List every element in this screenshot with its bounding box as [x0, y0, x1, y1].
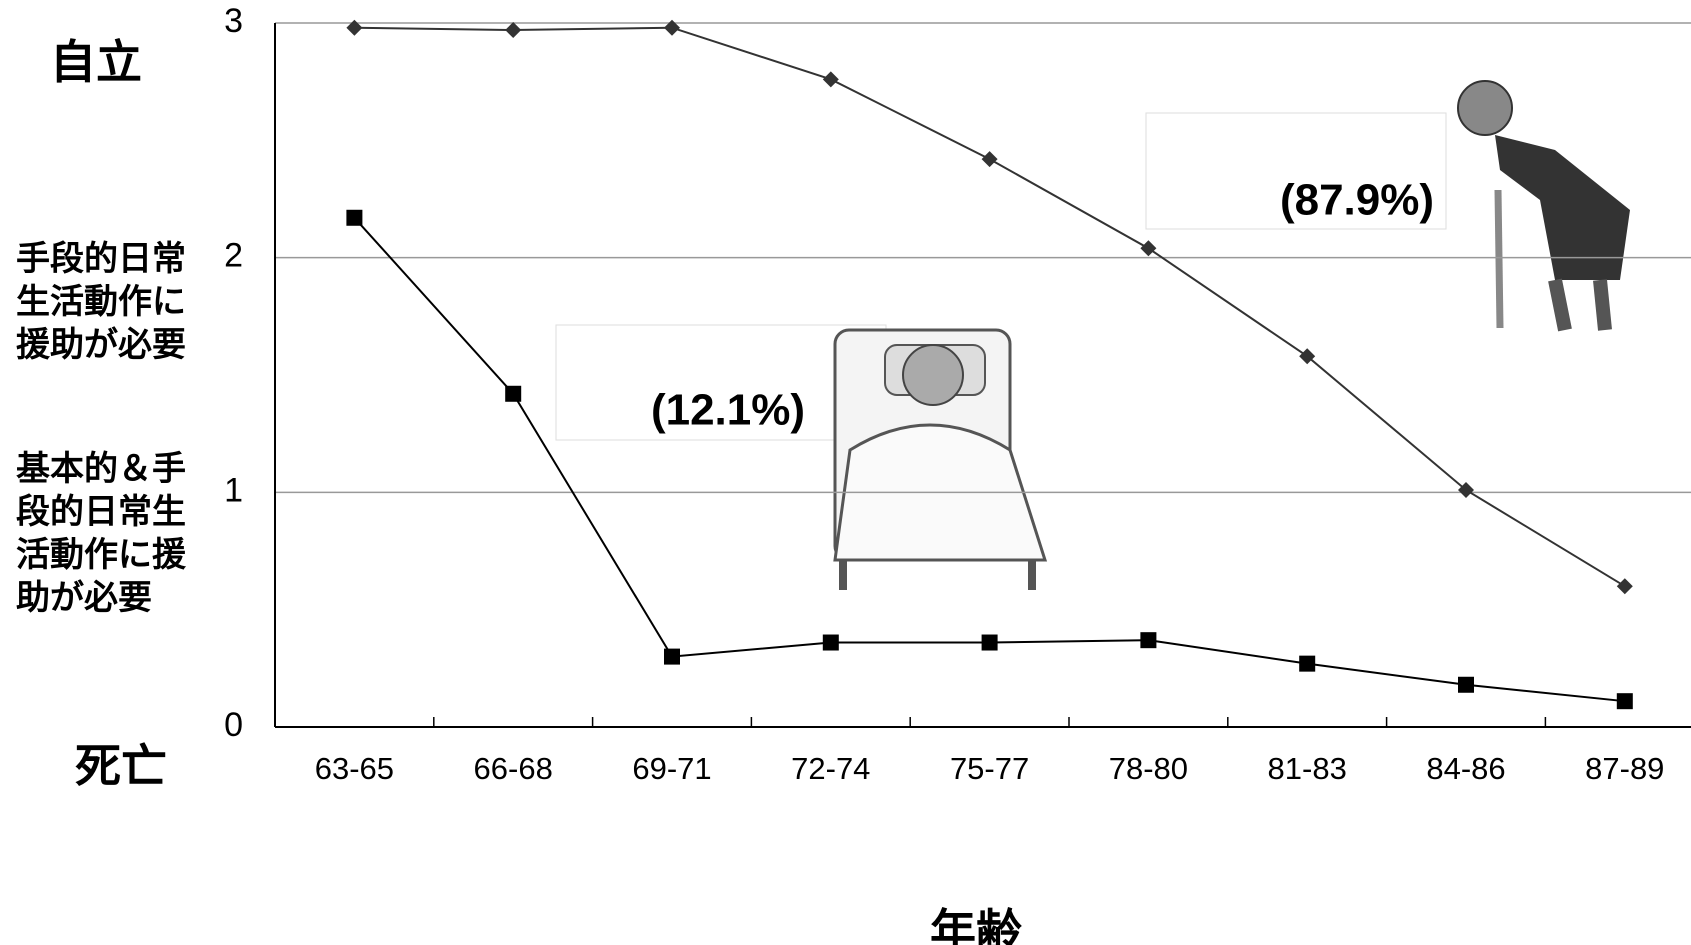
x-tick-label: 78-80	[1109, 751, 1188, 786]
x-tick-label: 75-77	[950, 751, 1029, 786]
y-level-label: 自立	[50, 35, 142, 89]
x-tick-label: 63-65	[315, 751, 394, 786]
y-tick-label: 2	[224, 237, 243, 275]
point	[1616, 693, 1633, 710]
y-tick-label: 1	[224, 471, 243, 509]
point	[1458, 481, 1474, 498]
point	[1616, 578, 1633, 595]
point	[664, 19, 680, 36]
x-tick-label: 69-71	[632, 751, 711, 786]
point	[1458, 676, 1474, 693]
annotation: (87.9%)	[1280, 176, 1434, 225]
point	[664, 648, 680, 665]
x-tick-label: 66-68	[474, 751, 553, 786]
y-tick-label: 3	[224, 2, 243, 40]
x-axis-label: 年齢	[930, 904, 1022, 945]
y-level-label: 死亡	[75, 739, 167, 793]
x-tick-label: 81-83	[1268, 751, 1347, 786]
point	[1299, 655, 1316, 672]
point	[981, 151, 998, 168]
point	[346, 209, 363, 226]
point	[346, 19, 363, 36]
point	[1299, 348, 1316, 365]
point	[1140, 632, 1157, 649]
point	[505, 385, 522, 402]
point	[822, 71, 839, 88]
point	[981, 634, 998, 651]
x-tick-label: 87-89	[1585, 751, 1664, 786]
point	[822, 634, 839, 651]
illustrations	[555, 80, 1630, 590]
x-tick-label: 72-74	[791, 751, 870, 786]
x-tick-label: 84-86	[1426, 751, 1505, 786]
annotation: (12.1%)	[651, 386, 805, 435]
y-level-label: 基本的＆手段的日常生活動作に援助が必要	[16, 449, 186, 618]
y-tick-label: 0	[224, 706, 243, 744]
point	[1140, 240, 1157, 257]
y-level-label: 手段的日常生活動作に援助が必要	[16, 239, 186, 365]
point	[505, 22, 522, 39]
